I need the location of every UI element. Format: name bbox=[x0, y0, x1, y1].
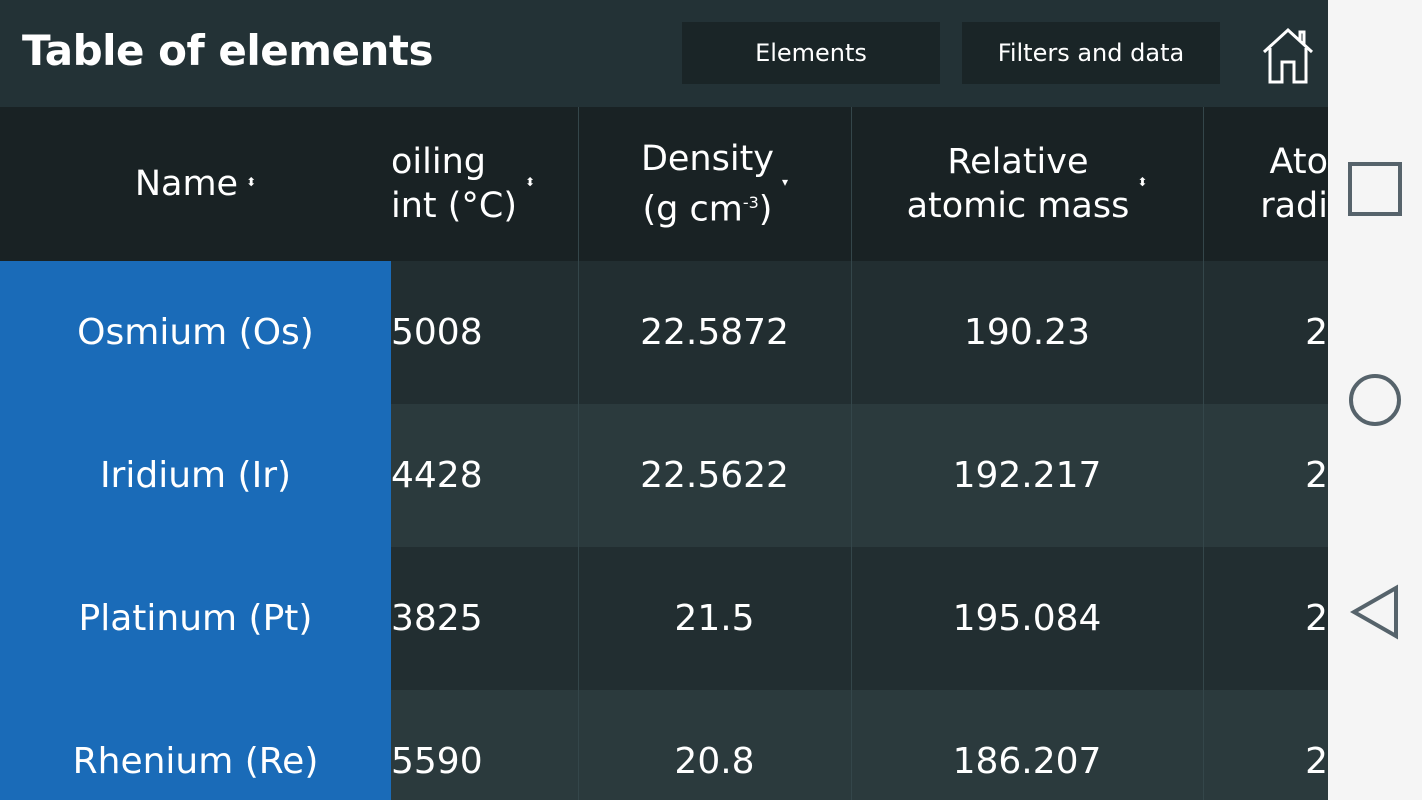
table-cell: 21.5 bbox=[578, 547, 851, 690]
back-icon[interactable] bbox=[1350, 584, 1400, 640]
table-cell: 2 bbox=[1203, 547, 1328, 690]
recents-icon[interactable] bbox=[1348, 162, 1402, 216]
home-circle-icon[interactable] bbox=[1348, 373, 1402, 427]
header-label: Density bbox=[640, 138, 775, 179]
boiling-point-header[interactable]: oiling int (°C) ⬍ bbox=[391, 107, 578, 261]
table-cell: 2 bbox=[1203, 404, 1328, 547]
boiling-point-column: oiling int (°C) ⬍ 5008 4428 3825 5590 bbox=[391, 107, 578, 800]
header-label: oiling bbox=[391, 142, 486, 182]
name-column: Name ⬍ Osmium (Os) Iridium (Ir) Platinum … bbox=[0, 107, 391, 800]
system-nav-bar bbox=[1328, 0, 1422, 800]
elements-table: Name ⬍ Osmium (Os) Iridium (Ir) Platinum … bbox=[0, 107, 1328, 800]
table-row[interactable]: Osmium (Os) bbox=[0, 261, 391, 404]
density-column: Density (g cm-3) ▾ 22.5872 22.5622 21.5 20… bbox=[578, 107, 851, 800]
app-bar: Table of elements Elements Filters and d… bbox=[0, 0, 1328, 107]
header-superscript: -3 bbox=[742, 192, 759, 212]
table-cell: 192.217 bbox=[851, 404, 1203, 547]
table-cell: 195.084 bbox=[851, 547, 1203, 690]
table-cell: 22.5872 bbox=[578, 261, 851, 404]
header-label: Name bbox=[134, 164, 239, 204]
header-label: radi bbox=[1260, 186, 1328, 226]
sort-both-icon: ⬍ bbox=[246, 175, 257, 189]
home-icon[interactable] bbox=[1260, 24, 1316, 86]
table-cell: 190.23 bbox=[851, 261, 1203, 404]
atomic-mass-column: Relative atomic mass ⬍ 190.23 192.217 195.… bbox=[851, 107, 1203, 800]
header-label: int (°C) bbox=[391, 186, 518, 226]
table-cell: 4428 bbox=[391, 404, 578, 547]
column-divider bbox=[851, 107, 852, 800]
sort-both-icon: ⬍ bbox=[1137, 175, 1148, 189]
header-label: ) bbox=[758, 189, 773, 230]
table-cell: 5008 bbox=[391, 261, 578, 404]
atomic-mass-header[interactable]: Relative atomic mass ⬍ bbox=[851, 107, 1203, 261]
header-label: (g cm bbox=[642, 189, 743, 230]
table-row[interactable]: Iridium (Ir) bbox=[0, 404, 391, 547]
table-cell: 186.207 bbox=[851, 690, 1203, 800]
column-divider bbox=[578, 107, 579, 800]
atomic-radius-column: Ato radi 2 2 2 2 bbox=[1203, 107, 1328, 800]
sort-desc-icon: ▾ bbox=[782, 175, 789, 189]
table-cell: 5590 bbox=[391, 690, 578, 800]
sort-both-icon: ⬍ bbox=[525, 175, 536, 189]
page-title: Table of elements bbox=[22, 26, 434, 75]
atomic-radius-header[interactable]: Ato radi bbox=[1203, 107, 1328, 261]
table-cell: 2 bbox=[1203, 261, 1328, 404]
density-header[interactable]: Density (g cm-3) ▾ bbox=[578, 107, 851, 261]
header-label: Relative bbox=[947, 142, 1089, 182]
column-divider bbox=[1203, 107, 1204, 800]
header-label: Ato bbox=[1269, 142, 1328, 182]
header-label: atomic mass bbox=[906, 186, 1130, 226]
table-cell: 20.8 bbox=[578, 690, 851, 800]
table-row[interactable]: Platinum (Pt) bbox=[0, 547, 391, 690]
name-header[interactable]: Name ⬍ bbox=[0, 107, 391, 261]
filters-and-data-tab[interactable]: Filters and data bbox=[962, 22, 1220, 84]
table-cell: 2 bbox=[1203, 690, 1328, 800]
elements-tab[interactable]: Elements bbox=[682, 22, 940, 84]
table-cell: 3825 bbox=[391, 547, 578, 690]
table-row[interactable]: Rhenium (Re) bbox=[0, 690, 391, 800]
table-cell: 22.5622 bbox=[578, 404, 851, 547]
